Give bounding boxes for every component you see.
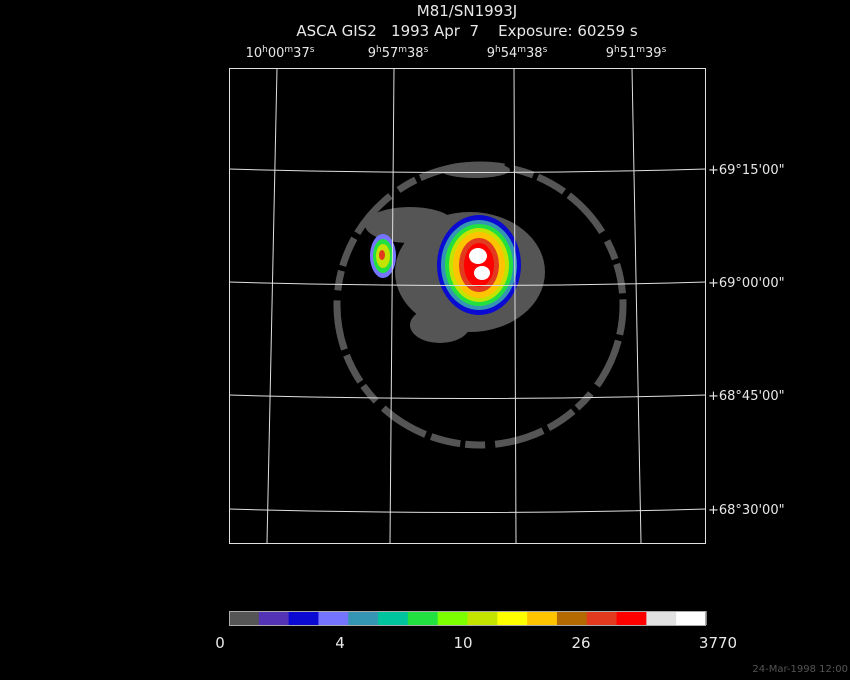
dec-line (228, 168, 707, 173)
colorbar-swatch (497, 611, 528, 625)
colorbar-swatch (527, 611, 558, 625)
ra-line (631, 67, 642, 544)
colorbar-swatch (676, 611, 707, 625)
subtitle: ASCA GIS2 1993 Apr 7 Exposure: 60259 s (296, 22, 637, 40)
timestamp: 24-Mar-1998 12:00 (752, 664, 848, 675)
dec-line (228, 281, 707, 286)
ra-label: 10h00m37s (246, 45, 315, 61)
frame (229, 68, 706, 544)
colorbar-swatch (556, 611, 588, 625)
colorbar-label: 3770 (699, 634, 737, 652)
coordinate-grid (228, 67, 707, 544)
colorbar-swatch (378, 611, 409, 625)
colorbar-swatch (348, 611, 379, 625)
colorbar-frame (229, 611, 706, 626)
title: M81/SN1993J (417, 2, 517, 20)
dec-label: +69°15'00" (708, 163, 785, 178)
colorbar-swatch (646, 611, 677, 625)
ra-line (513, 67, 517, 544)
m82-source (370, 234, 396, 278)
ra-label: 9h51m39s (606, 45, 667, 61)
colorbar-swatch (437, 611, 468, 625)
ra-label: 9h57m38s (368, 45, 429, 61)
diffuse (440, 162, 510, 178)
ra-label: 9h54m38s (487, 45, 548, 61)
colorbar: 0 4 10 26 3770 (215, 611, 737, 652)
colorbar-swatch (616, 611, 647, 625)
dec-label: +69°00'00" (708, 276, 785, 291)
ra-line (266, 67, 278, 544)
diffuse (365, 207, 455, 243)
image (333, 161, 627, 449)
colorbar-swatch (288, 611, 319, 625)
colorbar-swatch (586, 611, 618, 625)
dec-label: +68°30'00" (708, 503, 785, 518)
diffuse (410, 307, 470, 343)
colorbar-label: 10 (453, 634, 472, 652)
dec-line (228, 394, 707, 399)
ra-line (389, 67, 395, 544)
colorbar-label: 0 (215, 634, 225, 652)
colorbar-label: 26 (571, 634, 590, 652)
dec-line (228, 508, 707, 513)
colorbar-swatch (258, 611, 290, 625)
colorbar-label: 4 (335, 634, 345, 652)
m81-source (437, 215, 521, 315)
dec-label: +68°45'00" (708, 389, 785, 404)
colorbar-swatch (318, 611, 349, 625)
colorbar-swatch (407, 611, 439, 625)
colorbar-swatch (467, 611, 498, 625)
colorbar-swatch (229, 611, 260, 625)
